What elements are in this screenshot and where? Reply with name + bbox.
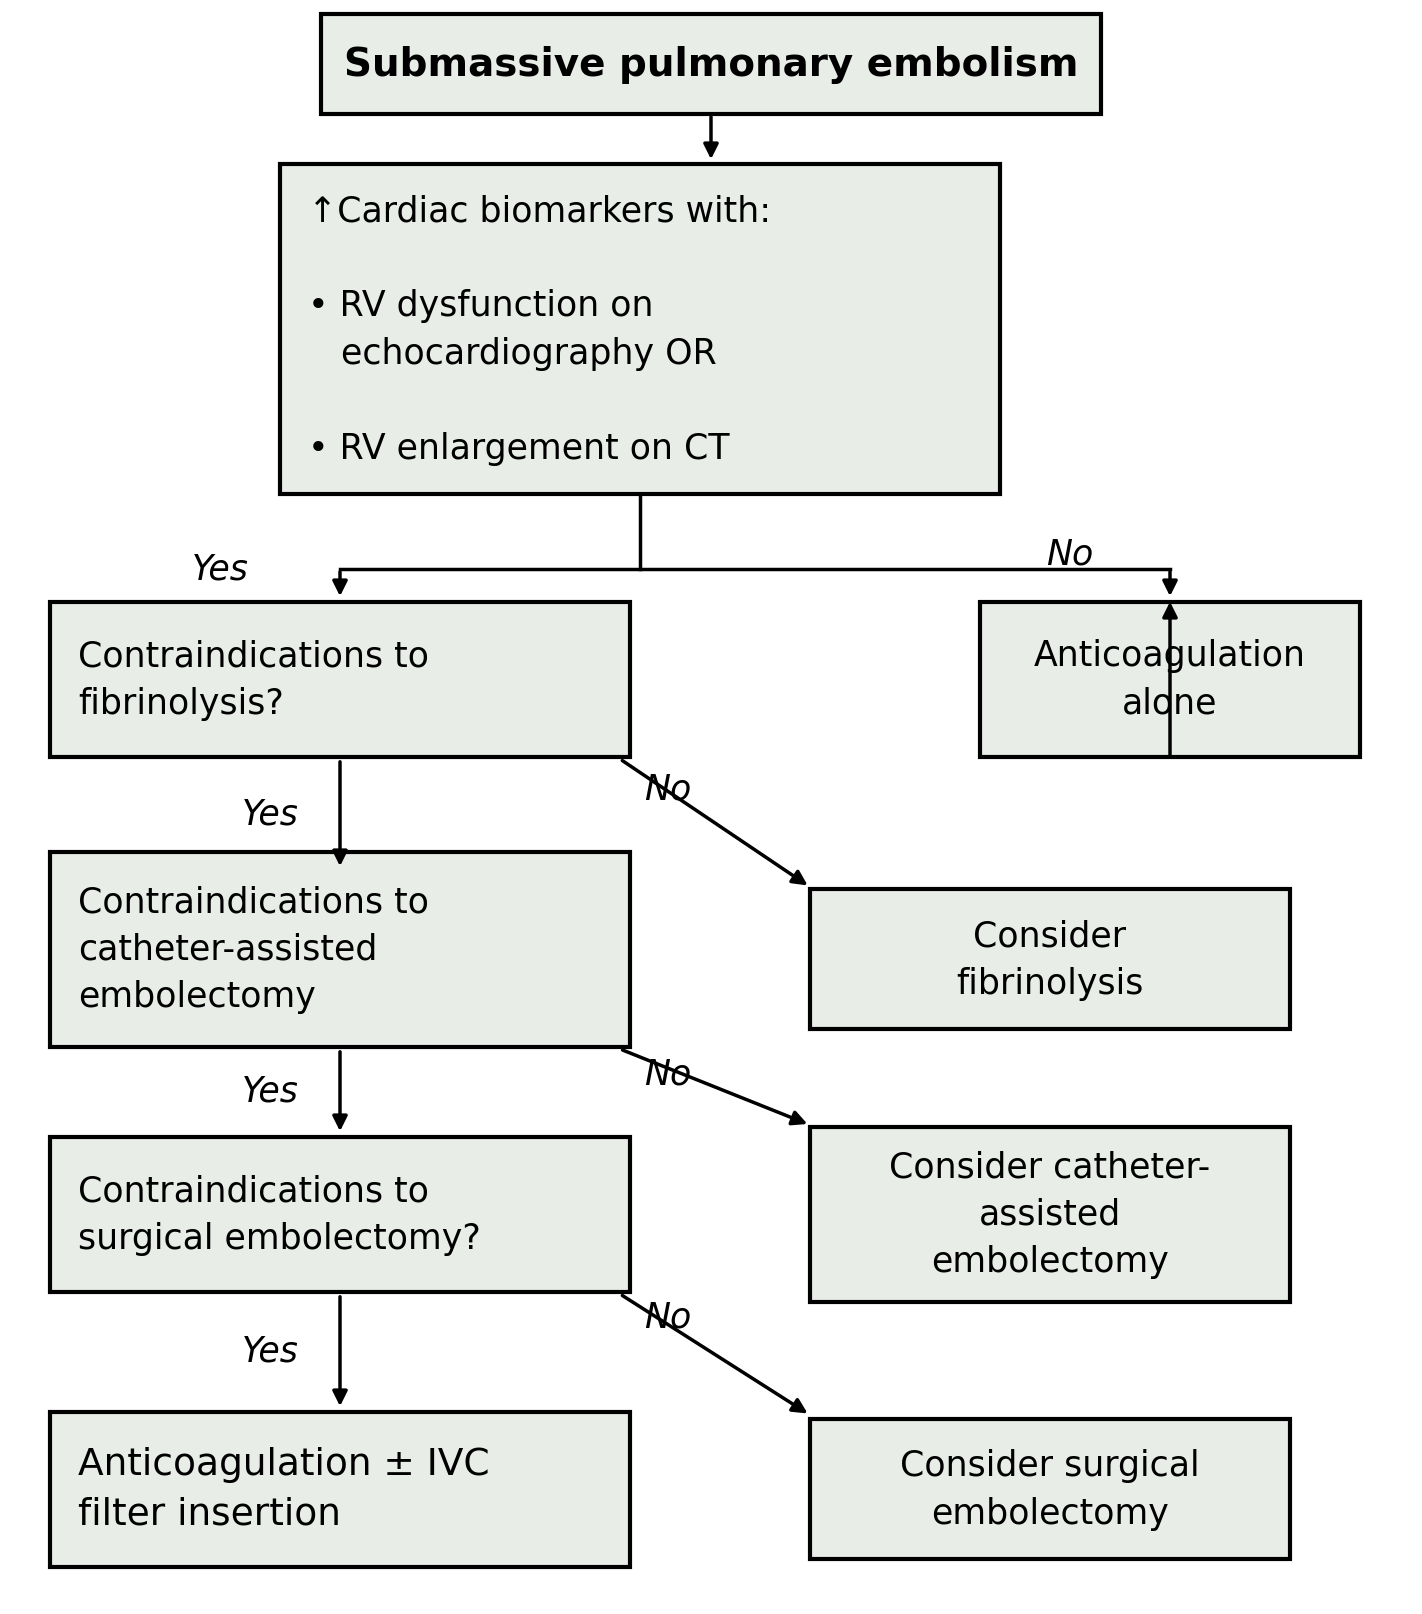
FancyBboxPatch shape <box>811 1127 1290 1302</box>
Text: Consider
fibrinolysis: Consider fibrinolysis <box>957 918 1143 1001</box>
Text: No: No <box>644 773 691 807</box>
Text: No: No <box>1047 537 1094 571</box>
Text: Anticoagulation
alone: Anticoagulation alone <box>1034 639 1305 720</box>
FancyBboxPatch shape <box>50 602 630 757</box>
FancyBboxPatch shape <box>280 165 1000 495</box>
FancyBboxPatch shape <box>980 602 1359 757</box>
Text: Yes: Yes <box>242 797 299 831</box>
FancyBboxPatch shape <box>811 889 1290 1030</box>
FancyBboxPatch shape <box>50 1412 630 1567</box>
Text: Yes: Yes <box>192 552 249 586</box>
Text: Anticoagulation ± IVC
filter insertion: Anticoagulation ± IVC filter insertion <box>78 1446 489 1532</box>
Text: Contraindications to
fibrinolysis?: Contraindications to fibrinolysis? <box>78 639 429 720</box>
Text: Contraindications to
catheter-assisted
embolectomy: Contraindications to catheter-assisted e… <box>78 884 429 1014</box>
Text: Consider surgical
embolectomy: Consider surgical embolectomy <box>900 1448 1200 1530</box>
Text: Yes: Yes <box>242 1335 299 1369</box>
FancyBboxPatch shape <box>50 852 630 1047</box>
Text: Submassive pulmonary embolism: Submassive pulmonary embolism <box>344 45 1078 84</box>
Text: No: No <box>644 1301 691 1335</box>
FancyBboxPatch shape <box>811 1419 1290 1559</box>
FancyBboxPatch shape <box>50 1136 630 1291</box>
Text: ↑Cardiac biomarkers with:

• RV dysfunction on
   echocardiography OR

• RV enla: ↑Cardiac biomarkers with: • RV dysfuncti… <box>309 194 771 465</box>
Text: Consider catheter-
assisted
embolectomy: Consider catheter- assisted embolectomy <box>889 1149 1210 1278</box>
Text: Yes: Yes <box>242 1075 299 1109</box>
Text: Contraindications to
surgical embolectomy?: Contraindications to surgical embolectom… <box>78 1173 481 1256</box>
Text: No: No <box>644 1057 691 1091</box>
FancyBboxPatch shape <box>321 15 1101 115</box>
